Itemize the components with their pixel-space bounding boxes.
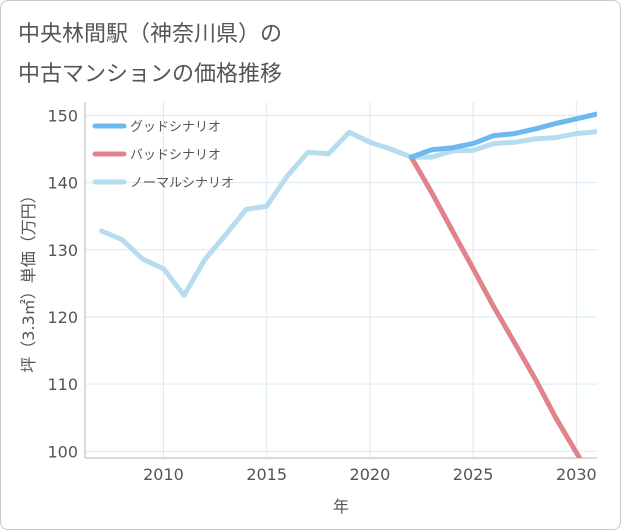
legend-label-good: グッドシナリオ [130, 120, 221, 135]
y-tick-label-120: 120 [47, 308, 78, 327]
x-tick-label-2030: 2030 [556, 465, 597, 484]
series-line-bad [408, 154, 583, 458]
y-tick-label-150: 150 [47, 106, 78, 125]
y-tick-label-110: 110 [47, 375, 78, 394]
x-tick-label-2025: 2025 [453, 465, 494, 484]
x-axis-title: 年 [333, 497, 349, 516]
tick-labels: 100 110 120 130 140 150 2010 2015 2020 2025 2030 [47, 106, 596, 484]
series-line-normal [99, 129, 597, 298]
x-tick-label-2015: 2015 [246, 465, 287, 484]
y-tick-label-100: 100 [47, 442, 78, 461]
axes [84, 102, 597, 459]
series-lines [99, 111, 597, 458]
x-tick-label-2010: 2010 [143, 465, 184, 484]
legend-label-normal: ノーマルシナリオ [130, 176, 234, 191]
chart-title-line1: 中央林間駅（神奈川県）の [18, 22, 283, 47]
y-tick-label-140: 140 [47, 174, 78, 193]
legend-label-bad: バッドシナリオ [130, 148, 221, 163]
grid [85, 102, 597, 458]
x-tick-label-2020: 2020 [350, 465, 391, 484]
y-axis-title: 坪（3.3㎡）単価（万円） [19, 187, 38, 372]
series-line-good [408, 111, 597, 160]
chart-title-line2: 中古マンションの価格推移 [18, 62, 283, 87]
y-tick-label-130: 130 [47, 241, 78, 260]
